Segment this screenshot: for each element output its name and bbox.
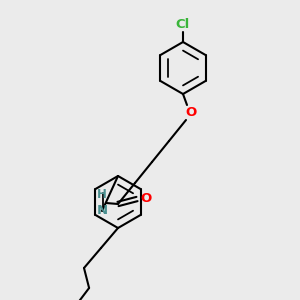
Text: O: O: [140, 193, 151, 206]
Text: N: N: [96, 204, 108, 217]
Text: Cl: Cl: [176, 18, 190, 31]
Text: H: H: [97, 188, 107, 201]
Text: O: O: [185, 106, 197, 118]
